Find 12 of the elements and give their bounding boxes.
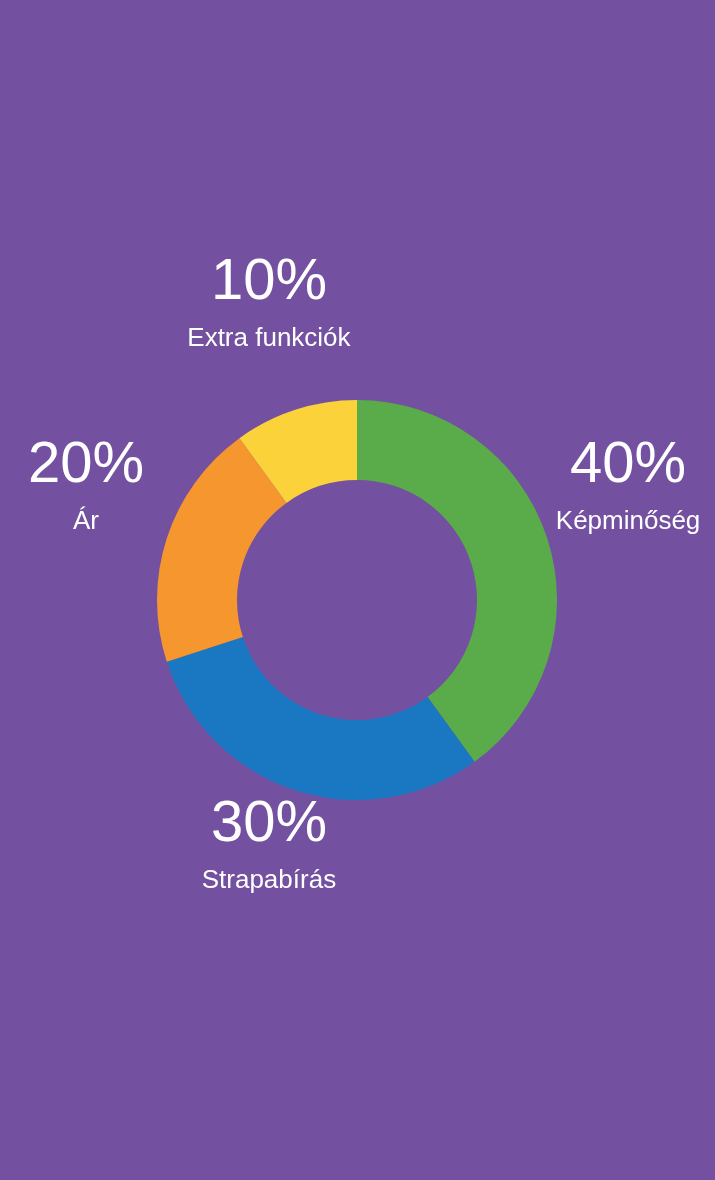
- data-label: 20%: [27, 428, 144, 494]
- slice-label: Ár: [72, 504, 100, 535]
- donut-slice: [357, 400, 557, 762]
- donut-slice: [239, 400, 357, 503]
- data-label: 40%: [570, 428, 687, 494]
- slice-label: Strapabírás: [201, 864, 337, 895]
- donut-slice: [157, 438, 287, 662]
- data-label: 30%: [210, 788, 327, 854]
- slice-label: Képminőség: [555, 504, 701, 535]
- data-label: 10%: [210, 245, 327, 311]
- donut-slice: [166, 637, 475, 800]
- slice-label: Extra funkciók: [187, 321, 352, 352]
